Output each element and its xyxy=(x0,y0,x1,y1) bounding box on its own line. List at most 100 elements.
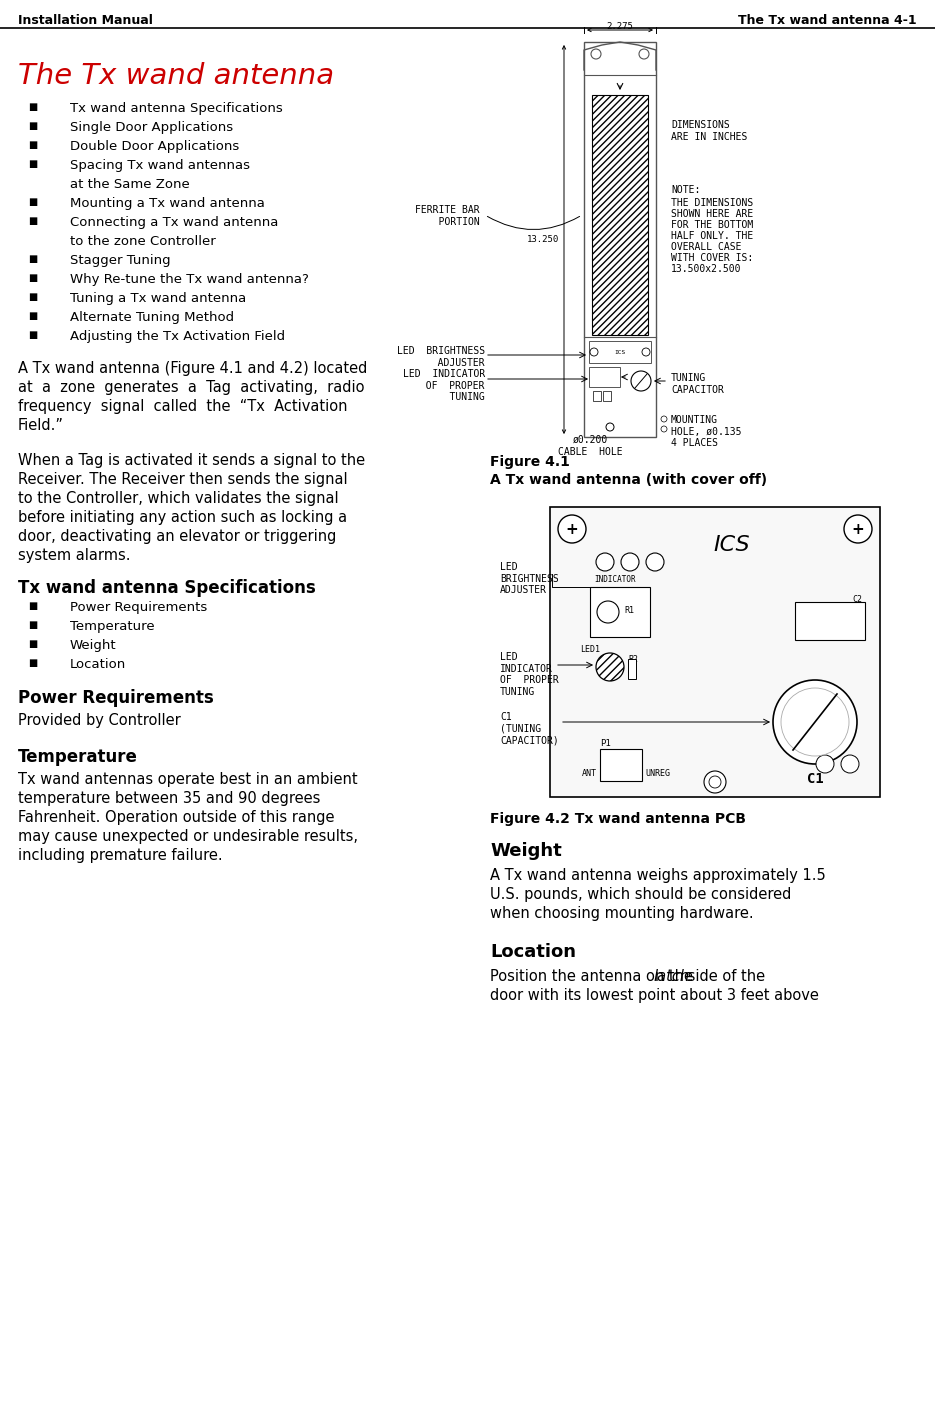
Text: NOTE:: NOTE: xyxy=(671,185,700,194)
Text: to the Controller, which validates the signal: to the Controller, which validates the s… xyxy=(18,490,338,506)
Text: ■: ■ xyxy=(28,197,37,207)
Text: before initiating any action such as locking a: before initiating any action such as loc… xyxy=(18,510,347,526)
Text: Fahrenheit. Operation outside of this range: Fahrenheit. Operation outside of this ra… xyxy=(18,810,335,826)
Text: to the zone Controller: to the zone Controller xyxy=(70,235,216,248)
Text: ■: ■ xyxy=(28,658,37,668)
Text: at the Same Zone: at the Same Zone xyxy=(70,178,190,192)
Circle shape xyxy=(590,348,598,356)
Text: door with its lowest point about 3 feet above: door with its lowest point about 3 feet … xyxy=(490,988,819,1003)
Text: Why Re-tune the Tx wand antenna?: Why Re-tune the Tx wand antenna? xyxy=(70,273,309,286)
Bar xyxy=(590,588,650,637)
Text: 13.250: 13.250 xyxy=(526,235,559,244)
Text: C1: C1 xyxy=(807,772,824,786)
Text: LED
INDICATOR
OF  PROPER
TUNING: LED INDICATOR OF PROPER TUNING xyxy=(500,652,559,697)
Text: 13.500x2.500: 13.500x2.500 xyxy=(671,263,741,273)
Text: ICS: ICS xyxy=(713,535,750,555)
Text: LED
BRIGHTNESS
ADJUSTER: LED BRIGHTNESS ADJUSTER xyxy=(500,562,559,595)
Circle shape xyxy=(621,552,639,571)
Text: R1: R1 xyxy=(624,606,634,614)
Circle shape xyxy=(591,49,601,59)
Text: ø0.200
CABLE  HOLE: ø0.200 CABLE HOLE xyxy=(557,435,623,457)
Text: Location: Location xyxy=(70,658,126,671)
Text: Weight: Weight xyxy=(70,640,117,652)
Circle shape xyxy=(558,516,586,542)
Text: LED  BRIGHTNESS
   ADJUSTER: LED BRIGHTNESS ADJUSTER xyxy=(396,347,485,368)
Text: MOUNTING
HOLE, ø0.135
4 PLACES: MOUNTING HOLE, ø0.135 4 PLACES xyxy=(671,416,741,448)
Text: Tuning a Tx wand antenna: Tuning a Tx wand antenna xyxy=(70,292,246,304)
Text: SHOWN HERE ARE: SHOWN HERE ARE xyxy=(671,209,754,218)
Text: ■: ■ xyxy=(28,216,37,225)
Text: Field.”: Field.” xyxy=(18,418,64,433)
Circle shape xyxy=(781,688,849,757)
Text: ■: ■ xyxy=(28,139,37,149)
Text: when choosing mounting hardware.: when choosing mounting hardware. xyxy=(490,906,754,921)
Text: 2.275: 2.275 xyxy=(607,23,633,31)
Text: The Tx wand antenna 4-1: The Tx wand antenna 4-1 xyxy=(739,14,917,27)
Text: +: + xyxy=(566,521,579,537)
Text: ■: ■ xyxy=(28,330,37,340)
Text: R2: R2 xyxy=(628,655,638,664)
Circle shape xyxy=(704,771,726,793)
Text: LED1: LED1 xyxy=(580,645,600,654)
Text: Tx wand antenna Specifications: Tx wand antenna Specifications xyxy=(70,101,282,116)
Text: THE DIMENSIONS: THE DIMENSIONS xyxy=(671,199,754,209)
Text: UNREG: UNREG xyxy=(645,769,670,778)
Text: Temperature: Temperature xyxy=(70,620,154,633)
Bar xyxy=(628,659,636,679)
Text: The Tx wand antenna: The Tx wand antenna xyxy=(18,62,334,90)
Circle shape xyxy=(606,423,614,431)
Circle shape xyxy=(816,755,834,774)
Circle shape xyxy=(646,552,664,571)
Circle shape xyxy=(597,602,619,623)
Circle shape xyxy=(642,348,650,356)
Text: C1
(TUNING
CAPACITOR): C1 (TUNING CAPACITOR) xyxy=(500,712,559,745)
Text: P1: P1 xyxy=(600,738,611,748)
Text: Connecting a Tx wand antenna: Connecting a Tx wand antenna xyxy=(70,216,279,230)
Text: Spacing Tx wand antennas: Spacing Tx wand antennas xyxy=(70,159,250,172)
Text: Receiver. The Receiver then sends the signal: Receiver. The Receiver then sends the si… xyxy=(18,472,348,488)
Text: door, deactivating an elevator or triggering: door, deactivating an elevator or trigge… xyxy=(18,528,337,544)
Text: HALF ONLY. THE: HALF ONLY. THE xyxy=(671,231,754,241)
Text: Single Door Applications: Single Door Applications xyxy=(70,121,233,134)
Text: ■: ■ xyxy=(28,101,37,111)
Text: A Tx wand antenna (Figure 4.1 and 4.2) located: A Tx wand antenna (Figure 4.1 and 4.2) l… xyxy=(18,361,367,376)
Text: Adjusting the Tx Activation Field: Adjusting the Tx Activation Field xyxy=(70,330,285,342)
Text: ■: ■ xyxy=(28,254,37,263)
Text: ANT: ANT xyxy=(582,769,597,778)
Text: Temperature: Temperature xyxy=(18,748,137,766)
Text: A Tx wand antenna (with cover off): A Tx wand antenna (with cover off) xyxy=(490,473,767,488)
Text: FOR THE BOTTOM: FOR THE BOTTOM xyxy=(671,220,754,230)
Text: Figure 4.2 Tx wand antenna PCB: Figure 4.2 Tx wand antenna PCB xyxy=(490,812,746,826)
Circle shape xyxy=(844,516,872,542)
Text: Weight: Weight xyxy=(490,843,562,859)
Text: Stagger Tuning: Stagger Tuning xyxy=(70,254,170,266)
Bar xyxy=(593,392,601,402)
Text: may cause unexpected or undesirable results,: may cause unexpected or undesirable resu… xyxy=(18,828,358,844)
Text: U.S. pounds, which should be considered: U.S. pounds, which should be considered xyxy=(490,888,791,902)
Text: ICS: ICS xyxy=(614,349,626,355)
Circle shape xyxy=(841,755,859,774)
Text: +: + xyxy=(852,521,864,537)
Text: Tx wand antenna Specifications: Tx wand antenna Specifications xyxy=(18,579,316,597)
Text: Power Requirements: Power Requirements xyxy=(18,689,214,707)
Text: system alarms.: system alarms. xyxy=(18,548,131,564)
Text: Installation Manual: Installation Manual xyxy=(18,14,153,27)
Text: INDICATOR: INDICATOR xyxy=(594,575,636,583)
Bar xyxy=(600,750,642,781)
Bar xyxy=(550,507,880,797)
Text: frequency  signal  called  the  “Tx  Activation: frequency signal called the “Tx Activati… xyxy=(18,399,348,414)
Bar xyxy=(584,42,656,437)
Text: ■: ■ xyxy=(28,602,37,612)
Bar xyxy=(589,341,651,364)
Circle shape xyxy=(709,776,721,788)
Text: Ø: Ø xyxy=(604,607,612,617)
Bar xyxy=(795,602,865,640)
Circle shape xyxy=(661,416,667,423)
Text: at  a  zone  generates  a  Tag  activating,  radio: at a zone generates a Tag activating, ra… xyxy=(18,380,365,395)
Text: A Tx wand antenna weighs approximately 1.5: A Tx wand antenna weighs approximately 1… xyxy=(490,868,826,883)
Text: ■: ■ xyxy=(28,640,37,650)
Text: temperature between 35 and 90 degrees: temperature between 35 and 90 degrees xyxy=(18,790,321,806)
Text: Location: Location xyxy=(490,943,576,961)
Text: Position the antenna on the: Position the antenna on the xyxy=(490,969,698,983)
Text: Provided by Controller: Provided by Controller xyxy=(18,713,180,728)
